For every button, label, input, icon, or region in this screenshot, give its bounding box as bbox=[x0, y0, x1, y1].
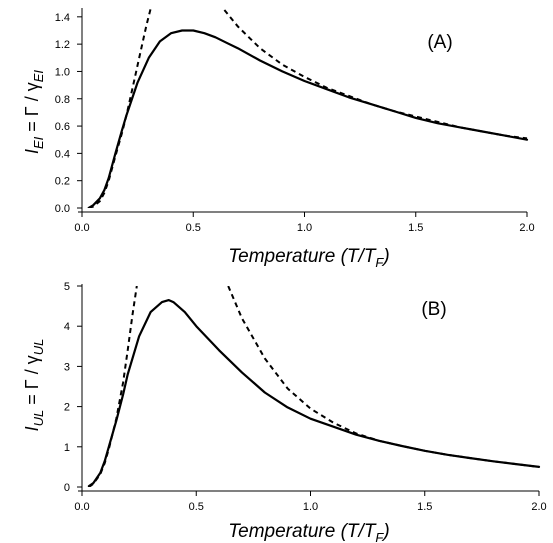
panel-b-label: (B) bbox=[421, 299, 446, 320]
panel-b-x-ticks: 0.0 0.5 1.0 1.5 2.0 bbox=[74, 491, 547, 513]
panel-a-x-axis-title: Temperature (T/TF) bbox=[228, 246, 389, 270]
panel-b-y-axis-title: IUL = Γ / γUL bbox=[22, 339, 46, 432]
panel-a-x-ticks: 0.0 0.5 1.0 1.5 2.0 bbox=[74, 212, 535, 234]
panel-a-y-tick-label: 1.4 bbox=[55, 12, 70, 24]
panel-a-series bbox=[87, 8, 529, 208]
panel-a-y-tick-label: 0.2 bbox=[55, 176, 70, 188]
panel-a-y-axis-title: IEI = Γ / γEI bbox=[22, 70, 46, 154]
panel-b-x-tick-label: 0.5 bbox=[189, 501, 204, 513]
panel-a-x-tick-label: 2.0 bbox=[519, 222, 534, 234]
panel-b-x-tick-label: 1.0 bbox=[303, 501, 318, 513]
panel-b-y-ticks: 0 1 2 3 4 5 bbox=[64, 281, 82, 494]
panel-a-y-tick-label: 1.2 bbox=[55, 39, 70, 51]
panel-b-x-axis-title: Temperature (T/TF) bbox=[228, 521, 389, 543]
panel-b-y-tick-label: 0 bbox=[64, 482, 70, 494]
panel-a-label: (A) bbox=[427, 32, 452, 53]
panel-a-x-tick-label: 0.0 bbox=[74, 222, 89, 234]
panel-b-axes bbox=[78, 284, 539, 492]
panel-a-y-tick-label: 0.0 bbox=[55, 203, 70, 215]
panel-a-dashed-curve-1 bbox=[88, 8, 152, 208]
panel-a-x-tick-label: 0.5 bbox=[186, 222, 201, 234]
panel-b: 0.0 0.5 1.0 1.5 2.0 0 1 2 3 4 5 (B) Temperature (… bbox=[22, 281, 547, 543]
panel-a-y-tick-label: 1.0 bbox=[55, 66, 70, 78]
panel-a-axes bbox=[78, 8, 527, 213]
panel-b-y-tick-label: 3 bbox=[64, 361, 70, 373]
panel-b-dashed-curve-1 bbox=[88, 286, 138, 487]
panel-b-x-tick-label: 1.5 bbox=[417, 501, 432, 513]
panel-b-dashed-curve-2 bbox=[227, 286, 540, 468]
panel-b-y-tick-label: 1 bbox=[64, 442, 70, 454]
panel-a-y-ticks: 0.0 0.2 0.4 0.6 0.8 1.0 1.2 1.4 bbox=[55, 12, 82, 215]
panel-a-x-tick-label: 1.5 bbox=[408, 222, 423, 234]
panel-b-y-tick-label: 5 bbox=[64, 281, 70, 293]
panel-b-y-tick-label: 2 bbox=[64, 402, 70, 414]
panel-b-x-tick-label: 0.0 bbox=[74, 501, 89, 513]
panel-a-y-tick-label: 0.4 bbox=[55, 148, 70, 160]
panel-a-x-tick-label: 1.0 bbox=[297, 222, 312, 234]
panel-a-dashed-curve-2 bbox=[223, 9, 528, 140]
panel-a-solid-curve bbox=[87, 29, 529, 208]
panel-b-y-tick-label: 4 bbox=[64, 321, 70, 333]
panel-a: 0.0 0.5 1.0 1.5 2.0 0.0 0.2 0.4 0.6 0.8 1.0 1.2 1.4… bbox=[22, 8, 535, 270]
panel-a-y-tick-label: 0.6 bbox=[55, 121, 70, 133]
panel-b-x-tick-label: 2.0 bbox=[531, 501, 546, 513]
panel-b-series bbox=[87, 286, 541, 487]
panel-a-y-tick-label: 0.8 bbox=[55, 94, 70, 106]
